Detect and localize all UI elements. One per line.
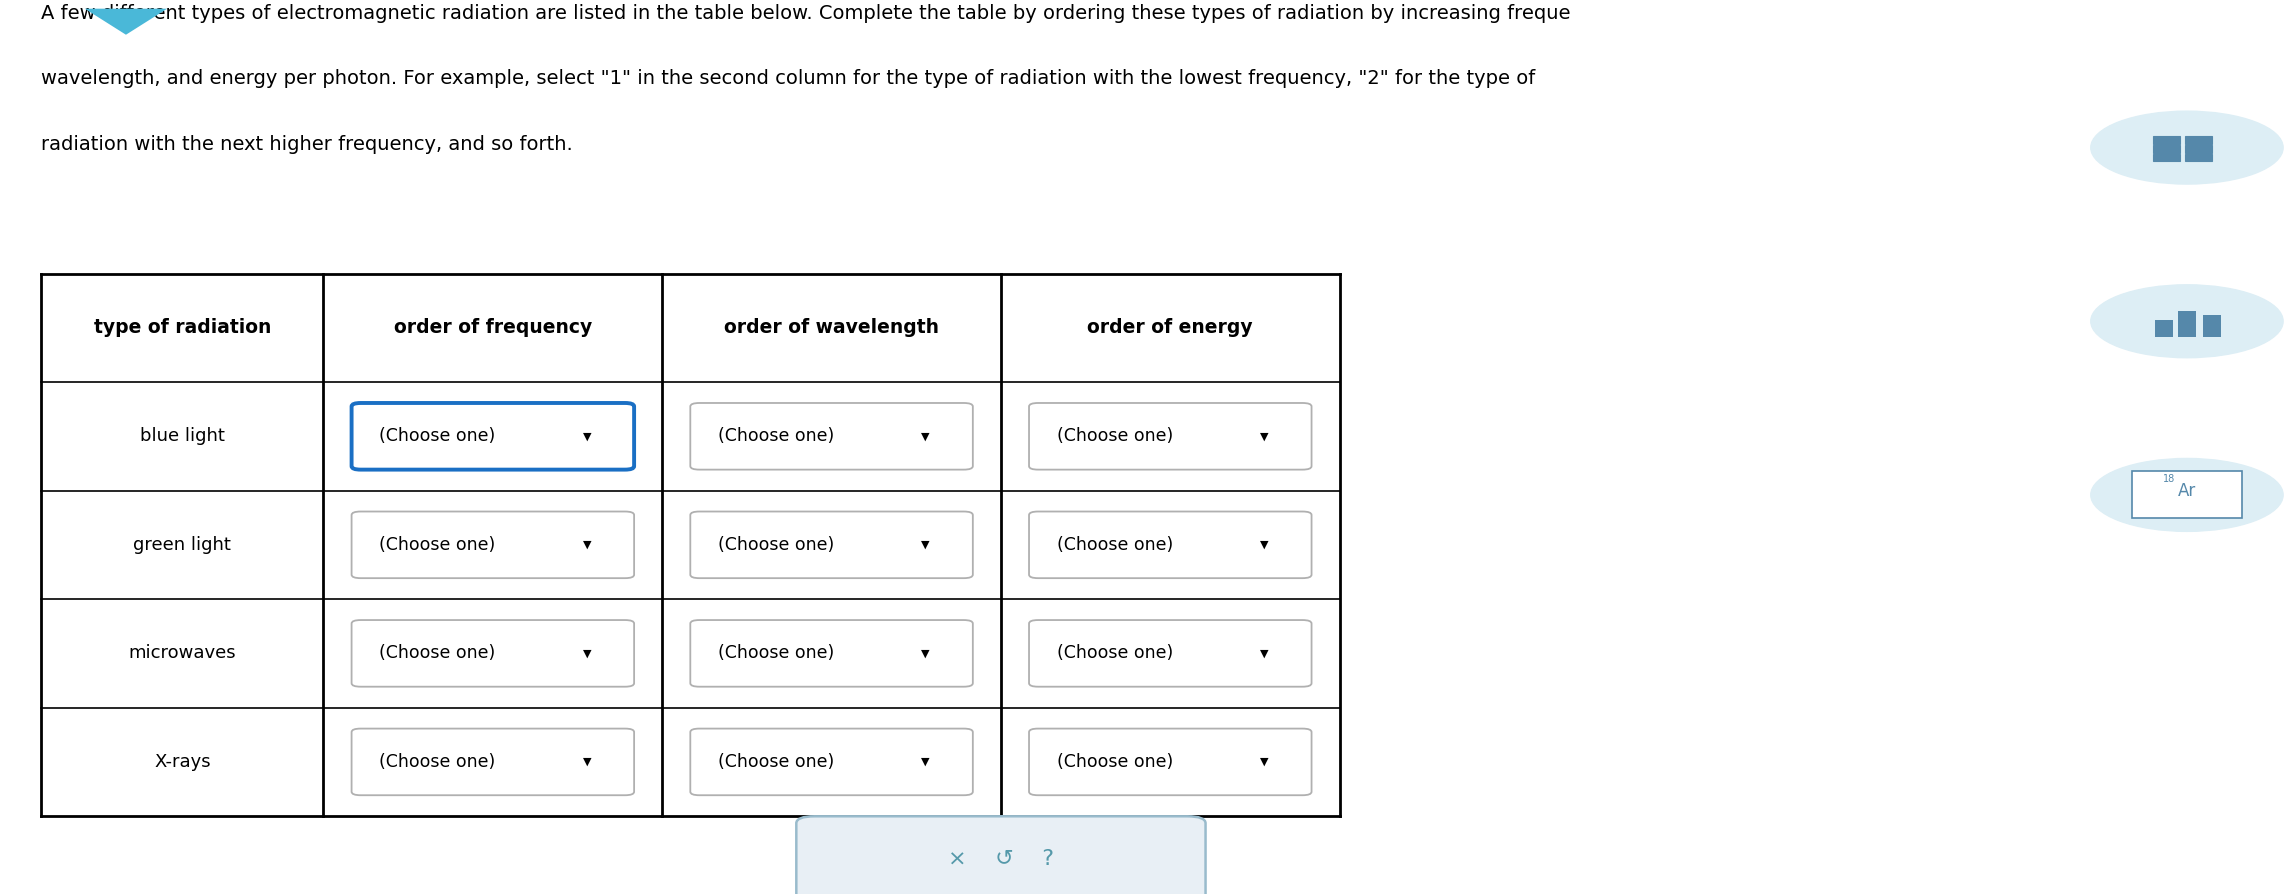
FancyBboxPatch shape — [689, 729, 973, 796]
Text: (Choose one): (Choose one) — [1056, 753, 1172, 771]
Text: ▼: ▼ — [582, 757, 591, 767]
Text: ▼: ▼ — [1260, 540, 1269, 550]
Text: type of radiation: type of radiation — [94, 318, 270, 337]
FancyBboxPatch shape — [797, 816, 1205, 894]
Text: (Choose one): (Choose one) — [380, 753, 495, 771]
FancyBboxPatch shape — [2185, 146, 2212, 153]
Circle shape — [2091, 285, 2283, 358]
Text: ▼: ▼ — [921, 540, 930, 550]
FancyBboxPatch shape — [353, 620, 634, 687]
FancyBboxPatch shape — [2153, 155, 2180, 162]
Text: (Choose one): (Choose one) — [380, 536, 495, 554]
Text: order of frequency: order of frequency — [394, 318, 593, 337]
FancyBboxPatch shape — [2153, 146, 2180, 153]
FancyBboxPatch shape — [2153, 136, 2180, 144]
Text: (Choose one): (Choose one) — [1056, 536, 1172, 554]
Text: (Choose one): (Choose one) — [719, 427, 834, 445]
Text: 18: 18 — [2162, 475, 2176, 485]
Text: A few different types of electromagnetic radiation are listed in the table below: A few different types of electromagnetic… — [41, 4, 1571, 23]
FancyBboxPatch shape — [1028, 511, 1312, 578]
Text: ▼: ▼ — [921, 431, 930, 442]
Text: ▼: ▼ — [582, 648, 591, 658]
Text: ×    ↺    ?: × ↺ ? — [948, 848, 1053, 868]
Bar — [2178, 311, 2196, 337]
Text: ▼: ▼ — [1260, 757, 1269, 767]
Text: ▼: ▼ — [1260, 431, 1269, 442]
Text: ▼: ▼ — [582, 540, 591, 550]
Text: ▼: ▼ — [921, 648, 930, 658]
FancyBboxPatch shape — [353, 403, 634, 469]
FancyBboxPatch shape — [689, 620, 973, 687]
Text: (Choose one): (Choose one) — [1056, 427, 1172, 445]
Text: microwaves: microwaves — [128, 645, 236, 662]
FancyBboxPatch shape — [353, 729, 634, 796]
FancyBboxPatch shape — [689, 511, 973, 578]
Text: (Choose one): (Choose one) — [719, 536, 834, 554]
Text: (Choose one): (Choose one) — [719, 753, 834, 771]
FancyBboxPatch shape — [1028, 403, 1312, 469]
Circle shape — [2091, 459, 2283, 531]
Text: ▼: ▼ — [582, 431, 591, 442]
Bar — [2155, 319, 2173, 337]
Text: order of wavelength: order of wavelength — [724, 318, 939, 337]
Text: order of energy: order of energy — [1088, 318, 1253, 337]
FancyBboxPatch shape — [1028, 620, 1312, 687]
FancyBboxPatch shape — [689, 403, 973, 469]
Bar — [2203, 316, 2221, 337]
FancyBboxPatch shape — [1028, 729, 1312, 796]
FancyBboxPatch shape — [2185, 136, 2212, 144]
Text: wavelength, and energy per photon. For example, select "1" in the second column : wavelength, and energy per photon. For e… — [41, 70, 1537, 89]
FancyBboxPatch shape — [353, 511, 634, 578]
Text: ▼: ▼ — [1260, 648, 1269, 658]
Text: (Choose one): (Choose one) — [380, 427, 495, 445]
Text: (Choose one): (Choose one) — [1056, 645, 1172, 662]
Text: blue light: blue light — [140, 427, 224, 445]
Circle shape — [2091, 111, 2283, 184]
Text: (Choose one): (Choose one) — [380, 645, 495, 662]
Text: radiation with the next higher frequency, and so forth.: radiation with the next higher frequency… — [41, 135, 572, 154]
FancyBboxPatch shape — [2132, 471, 2242, 519]
Text: X-rays: X-rays — [153, 753, 211, 771]
Text: ▼: ▼ — [921, 757, 930, 767]
Text: Ar: Ar — [2178, 482, 2196, 500]
Polygon shape — [85, 9, 167, 35]
Text: (Choose one): (Choose one) — [719, 645, 834, 662]
Text: green light: green light — [133, 536, 231, 554]
FancyBboxPatch shape — [2185, 155, 2212, 162]
